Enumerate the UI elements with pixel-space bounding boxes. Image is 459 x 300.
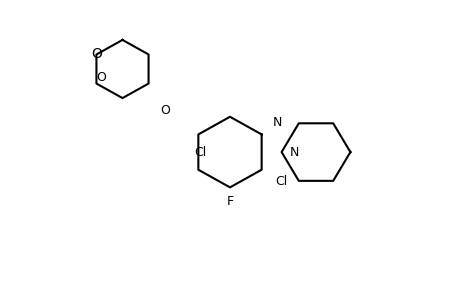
Text: N: N — [289, 146, 298, 159]
Text: N: N — [272, 116, 281, 130]
Text: O: O — [96, 71, 106, 84]
Text: Cl: Cl — [275, 175, 287, 188]
Text: F: F — [226, 195, 233, 208]
Text: O: O — [91, 47, 101, 61]
Text: O: O — [160, 104, 170, 117]
Text: Cl: Cl — [193, 146, 206, 159]
